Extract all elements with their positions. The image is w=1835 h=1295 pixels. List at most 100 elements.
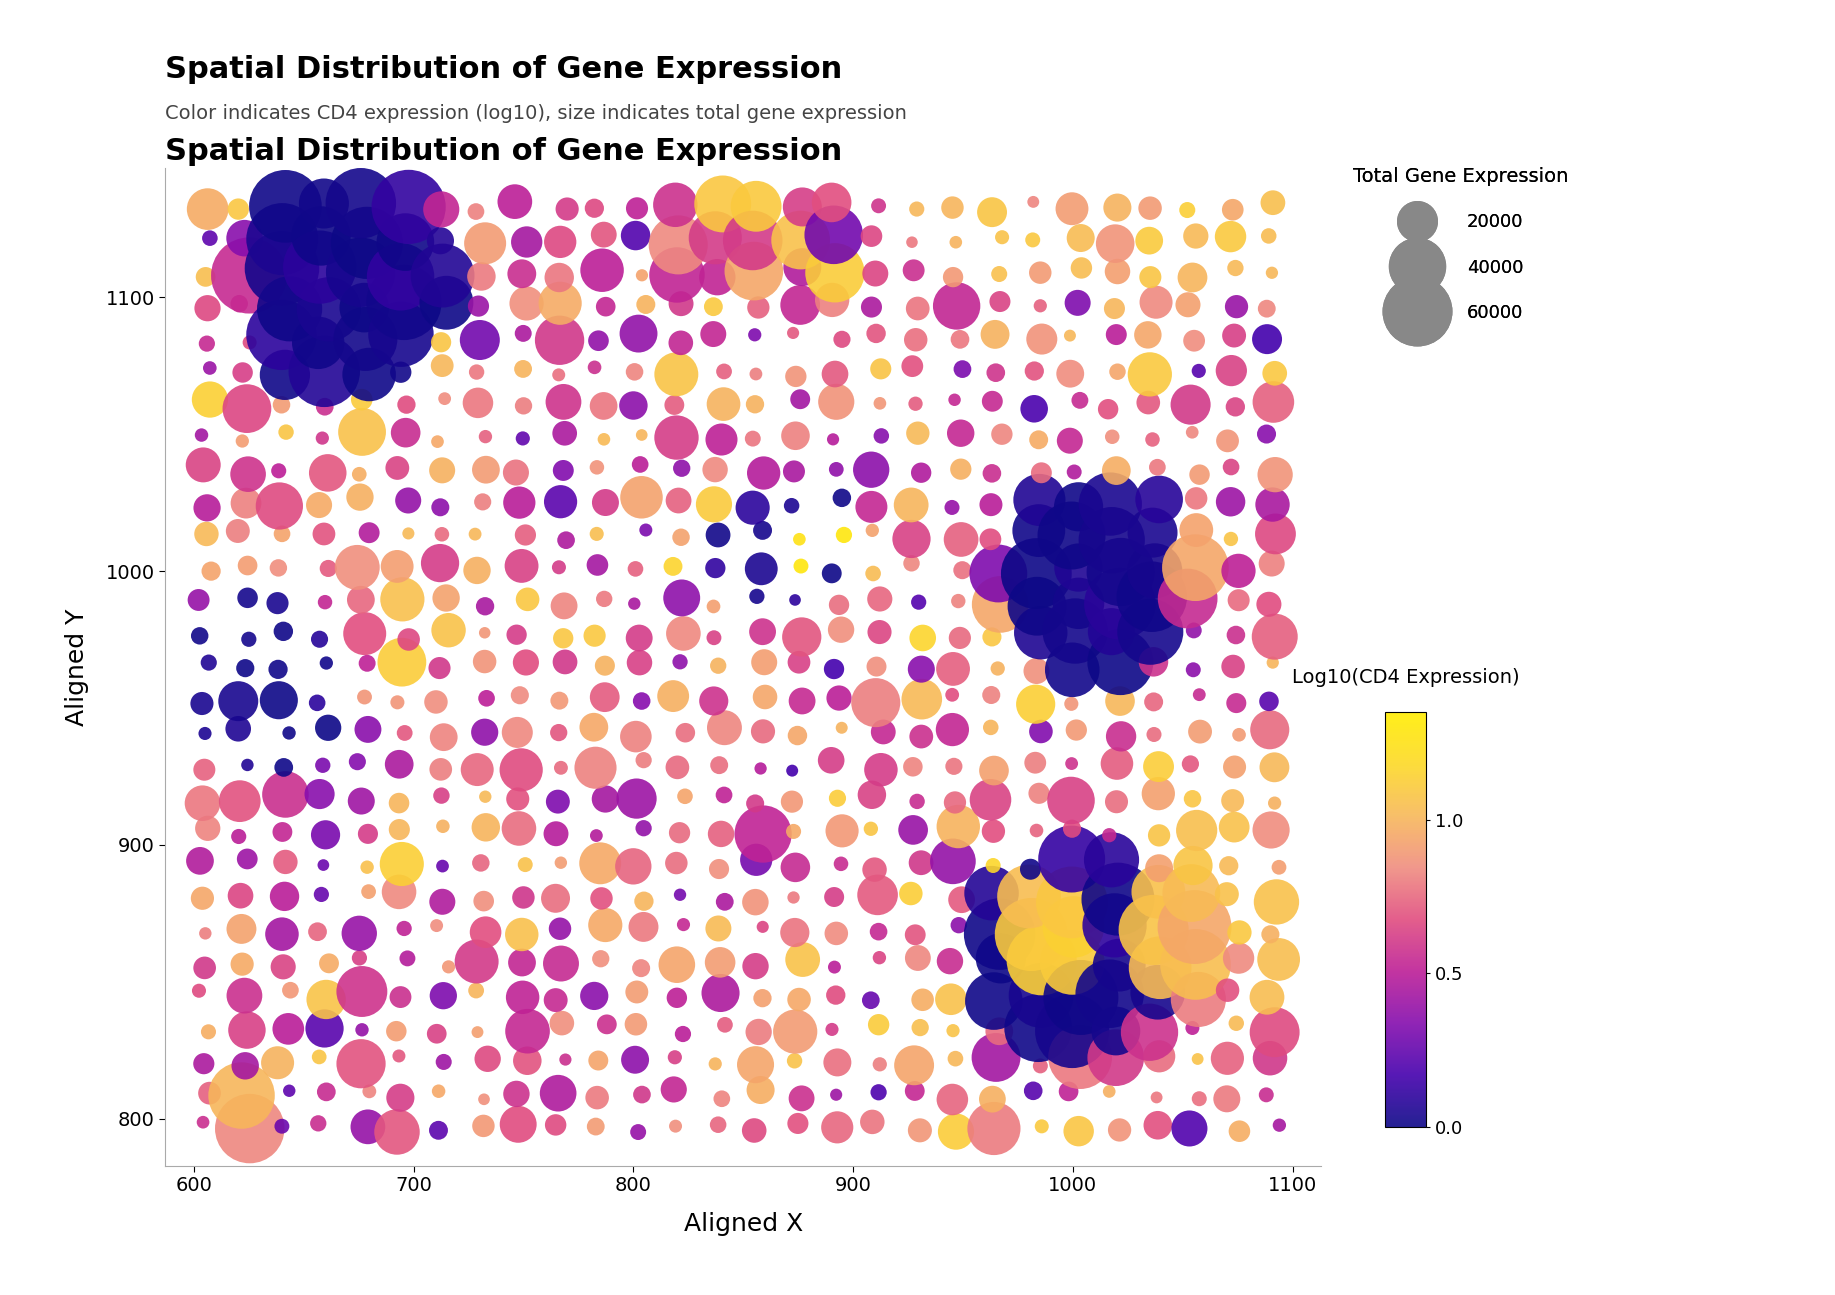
Point bbox=[189, 1053, 218, 1074]
Point bbox=[1066, 228, 1095, 249]
Point bbox=[1173, 588, 1202, 609]
Point bbox=[747, 558, 776, 579]
Point bbox=[224, 198, 253, 219]
Point bbox=[978, 855, 1007, 875]
Point bbox=[787, 197, 817, 218]
Point bbox=[472, 426, 501, 447]
Point bbox=[901, 394, 930, 414]
Point bbox=[943, 591, 973, 611]
Point bbox=[1026, 985, 1055, 1006]
Point bbox=[859, 563, 888, 584]
Point bbox=[422, 431, 451, 452]
Point bbox=[741, 850, 771, 870]
Point bbox=[1257, 495, 1286, 515]
Point bbox=[1178, 422, 1207, 443]
Point bbox=[550, 651, 580, 672]
Point bbox=[503, 1114, 532, 1134]
Point bbox=[703, 918, 732, 939]
Point bbox=[343, 557, 373, 578]
Point bbox=[710, 785, 740, 805]
Point bbox=[784, 651, 813, 672]
Point bbox=[1018, 192, 1048, 212]
Point bbox=[545, 293, 574, 313]
Point bbox=[822, 1084, 851, 1105]
Point bbox=[347, 422, 376, 443]
Point bbox=[461, 201, 490, 221]
Point bbox=[1134, 231, 1163, 251]
Point bbox=[470, 596, 499, 616]
Point bbox=[422, 916, 451, 936]
Point bbox=[1138, 429, 1167, 449]
Point bbox=[668, 914, 697, 935]
Point bbox=[941, 295, 971, 316]
Point bbox=[503, 723, 532, 743]
Point bbox=[978, 1089, 1007, 1110]
Point bbox=[272, 783, 301, 804]
Point bbox=[857, 818, 886, 839]
Point bbox=[740, 260, 769, 281]
Point bbox=[195, 228, 224, 249]
Point bbox=[385, 987, 415, 1008]
Point bbox=[903, 422, 932, 443]
Point bbox=[857, 297, 886, 317]
Point bbox=[1220, 258, 1250, 278]
Point bbox=[1213, 1048, 1242, 1068]
Point bbox=[193, 523, 222, 544]
Point bbox=[1057, 1020, 1086, 1041]
Point bbox=[1261, 793, 1290, 813]
Point bbox=[897, 232, 927, 253]
Point bbox=[268, 1116, 297, 1137]
Point bbox=[428, 265, 457, 286]
Point bbox=[187, 425, 217, 445]
Point bbox=[462, 759, 492, 780]
Point bbox=[582, 1116, 611, 1137]
Point bbox=[1141, 1087, 1171, 1107]
Point bbox=[817, 563, 846, 584]
Point bbox=[749, 721, 778, 742]
Point bbox=[191, 923, 220, 944]
Point bbox=[705, 755, 734, 776]
Point bbox=[387, 589, 417, 610]
Point bbox=[1097, 530, 1127, 550]
Point bbox=[350, 623, 380, 644]
Point bbox=[743, 1022, 773, 1042]
Point bbox=[741, 1054, 771, 1075]
Point bbox=[508, 987, 538, 1008]
Point bbox=[347, 193, 376, 214]
Point bbox=[543, 723, 573, 743]
Point bbox=[312, 1081, 341, 1102]
Point bbox=[1095, 983, 1125, 1004]
Point bbox=[1062, 720, 1092, 741]
Point bbox=[1022, 596, 1051, 616]
Point bbox=[384, 457, 413, 478]
Point bbox=[1026, 1055, 1055, 1076]
Point bbox=[429, 1052, 459, 1072]
Point bbox=[1261, 465, 1290, 486]
Point bbox=[785, 528, 815, 549]
Point bbox=[622, 789, 651, 809]
Point bbox=[662, 264, 692, 285]
Point bbox=[1224, 589, 1253, 610]
Point bbox=[662, 988, 692, 1009]
Point bbox=[740, 1120, 769, 1141]
Point bbox=[899, 1055, 929, 1076]
Point bbox=[424, 1081, 453, 1102]
Point bbox=[545, 232, 574, 253]
Point bbox=[1020, 399, 1050, 420]
Point bbox=[352, 1116, 382, 1137]
Text: Spatial Distribution of Gene Expression: Spatial Distribution of Gene Expression bbox=[165, 56, 842, 84]
Point bbox=[822, 787, 851, 808]
Point bbox=[382, 1020, 411, 1041]
Point bbox=[828, 821, 857, 842]
Point bbox=[310, 825, 339, 846]
Point bbox=[629, 917, 659, 938]
Point bbox=[824, 688, 853, 708]
Point bbox=[666, 527, 695, 548]
Point bbox=[908, 989, 938, 1010]
Point bbox=[428, 856, 457, 877]
Point bbox=[549, 391, 578, 412]
Point bbox=[345, 464, 374, 484]
Point bbox=[228, 1085, 257, 1106]
Point bbox=[1220, 756, 1250, 777]
Point bbox=[354, 882, 384, 903]
